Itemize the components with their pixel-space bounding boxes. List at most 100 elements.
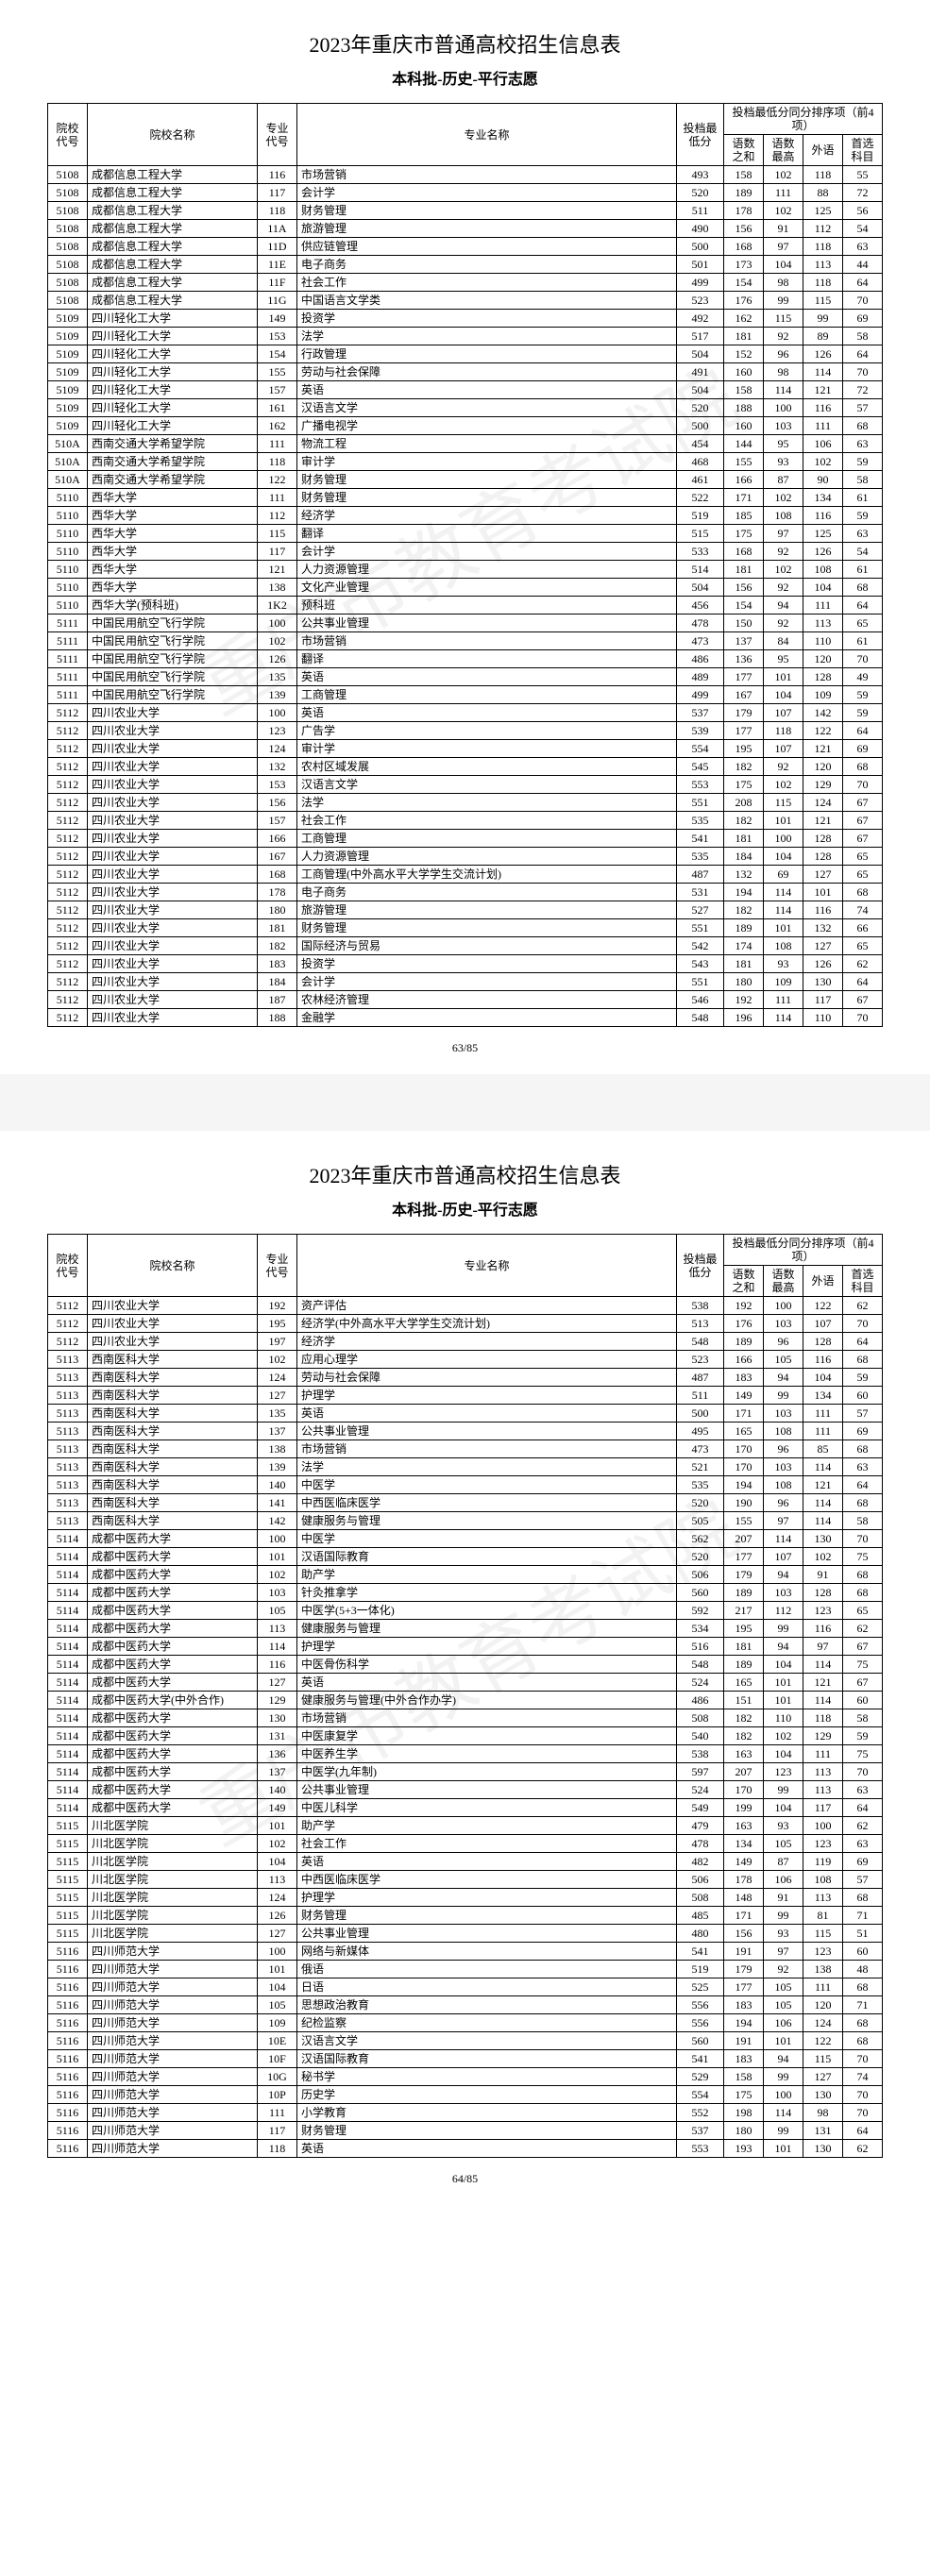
table-cell: 94 <box>764 597 803 615</box>
page-number-2: 64/85 <box>47 2172 883 2186</box>
table-cell: 136 <box>724 650 764 668</box>
table-cell: 107 <box>764 1548 803 1566</box>
table-cell: 5113 <box>48 1494 88 1512</box>
table-cell: 5114 <box>48 1674 88 1692</box>
table-row: 5108成都信息工程大学118财务管理51117810212556 <box>48 202 883 220</box>
table-cell: 67 <box>843 794 883 812</box>
table-cell: 117 <box>258 2122 297 2140</box>
table-cell: 成都信息工程大学 <box>88 238 258 256</box>
table-cell: 市场营销 <box>297 1709 677 1727</box>
table-cell: 118 <box>803 1709 843 1727</box>
table-row: 5116四川师范大学111小学教育5521981149870 <box>48 2104 883 2122</box>
table-cell: 192 <box>724 1297 764 1315</box>
table-cell: 195 <box>724 1620 764 1638</box>
table-row: 5115川北医学院124护理学5081489111368 <box>48 1889 883 1907</box>
table-cell: 191 <box>724 1943 764 1961</box>
table-cell: 183 <box>724 1996 764 2014</box>
table-cell: 535 <box>677 848 724 866</box>
table-cell: 97 <box>764 1512 803 1530</box>
table-row: 5112四川农业大学124审计学55419510712169 <box>48 740 883 758</box>
table-cell: 70 <box>843 292 883 310</box>
table-cell: 556 <box>677 1996 724 2014</box>
table-cell: 124 <box>258 1369 297 1387</box>
table-cell: 64 <box>843 973 883 991</box>
table-cell: 成都中医药大学 <box>88 1727 258 1745</box>
table-cell: 535 <box>677 1476 724 1494</box>
table-cell: 108 <box>764 1476 803 1494</box>
table-row: 5111中国民用航空飞行学院139工商管理49916710410959 <box>48 686 883 704</box>
table-cell: 113 <box>803 1763 843 1781</box>
table-cell: 163 <box>724 1817 764 1835</box>
table-cell: 67 <box>843 812 883 830</box>
table-row: 5116四川师范大学101俄语5191799213848 <box>48 1961 883 1978</box>
table-cell: 护理学 <box>297 1889 677 1907</box>
table-cell: 67 <box>843 991 883 1009</box>
table-cell: 5116 <box>48 2014 88 2032</box>
table-row: 5114成都中医药大学101汉语国际教育52017710710275 <box>48 1548 883 1566</box>
table-cell: 112 <box>803 220 843 238</box>
table-cell: 178 <box>724 202 764 220</box>
table-cell: 554 <box>677 2086 724 2104</box>
table-row: 5115川北医学院102社会工作47813410512363 <box>48 1835 883 1853</box>
page-subtitle: 本科批-历史-平行志愿 <box>47 66 883 89</box>
table-cell: 成都信息工程大学 <box>88 256 258 274</box>
table-cell: 四川农业大学 <box>88 1333 258 1351</box>
th-sub1: 语数之和 <box>724 135 764 166</box>
table-cell: 5112 <box>48 794 88 812</box>
table-cell: 四川农业大学 <box>88 901 258 919</box>
table-cell: 72 <box>843 184 883 202</box>
table-cell: 520 <box>677 399 724 417</box>
table-cell: 汉语言文学 <box>297 399 677 417</box>
table-cell: 115 <box>764 310 803 328</box>
table-cell: 成都中医药大学 <box>88 1763 258 1781</box>
table-cell: 5114 <box>48 1656 88 1674</box>
th-sub2: 语数最高 <box>764 135 803 166</box>
table-cell: 64 <box>843 2122 883 2140</box>
table-cell: 121 <box>803 740 843 758</box>
table-cell: 公共事业管理 <box>297 1781 677 1799</box>
table-cell: 140 <box>258 1476 297 1494</box>
table-cell: 194 <box>724 884 764 901</box>
table-cell: 514 <box>677 561 724 579</box>
table-row: 5114成都中医药大学105中医学(5+3一体化)59221711212365 <box>48 1602 883 1620</box>
table-cell: 成都中医药大学 <box>88 1548 258 1566</box>
table-cell: 181 <box>724 328 764 345</box>
table-cell: 105 <box>764 1978 803 1996</box>
table-cell: 5112 <box>48 955 88 973</box>
table-cell: 130 <box>803 1530 843 1548</box>
table-cell: 62 <box>843 955 883 973</box>
table-cell: 68 <box>843 1494 883 1512</box>
table-cell: 523 <box>677 292 724 310</box>
table-cell: 75 <box>843 1548 883 1566</box>
table-row: 5111中国民用航空飞行学院102市场营销4731378411061 <box>48 632 883 650</box>
table-cell: 69 <box>843 1423 883 1440</box>
table-cell: 62 <box>843 1817 883 1835</box>
table-cell: 71 <box>843 1907 883 1925</box>
table-cell: 5108 <box>48 166 88 184</box>
table-cell: 104 <box>764 1745 803 1763</box>
table-row: 5109四川轻化工大学155劳动与社会保障4911609811470 <box>48 363 883 381</box>
table-cell: 5108 <box>48 256 88 274</box>
table-row: 5110西华大学115翻译5151759712563 <box>48 525 883 543</box>
table-cell: 网络与新媒体 <box>297 1943 677 1961</box>
table-cell: 英语 <box>297 1405 677 1423</box>
table-cell: 97 <box>764 1943 803 1961</box>
table-cell: 104 <box>258 1853 297 1871</box>
table-cell: 194 <box>724 1476 764 1494</box>
table-row: 5113西南医科大学137公共事业管理49516510811169 <box>48 1423 883 1440</box>
table-cell: 478 <box>677 615 724 632</box>
table-cell: 93 <box>764 1925 803 1943</box>
table-cell: 川北医学院 <box>88 1817 258 1835</box>
table-cell: 西华大学(预科班) <box>88 597 258 615</box>
table-cell: 168 <box>724 238 764 256</box>
table-cell: 5112 <box>48 740 88 758</box>
table-cell: 545 <box>677 758 724 776</box>
table-cell: 59 <box>843 686 883 704</box>
table-cell: 99 <box>764 1907 803 1925</box>
table-cell: 俄语 <box>297 1961 677 1978</box>
table-cell: 成都中医药大学 <box>88 1566 258 1584</box>
table-cell: 548 <box>677 1333 724 1351</box>
table-cell: 5114 <box>48 1602 88 1620</box>
table-cell: 中西医临床医学 <box>297 1494 677 1512</box>
table-cell: 111 <box>803 1405 843 1423</box>
